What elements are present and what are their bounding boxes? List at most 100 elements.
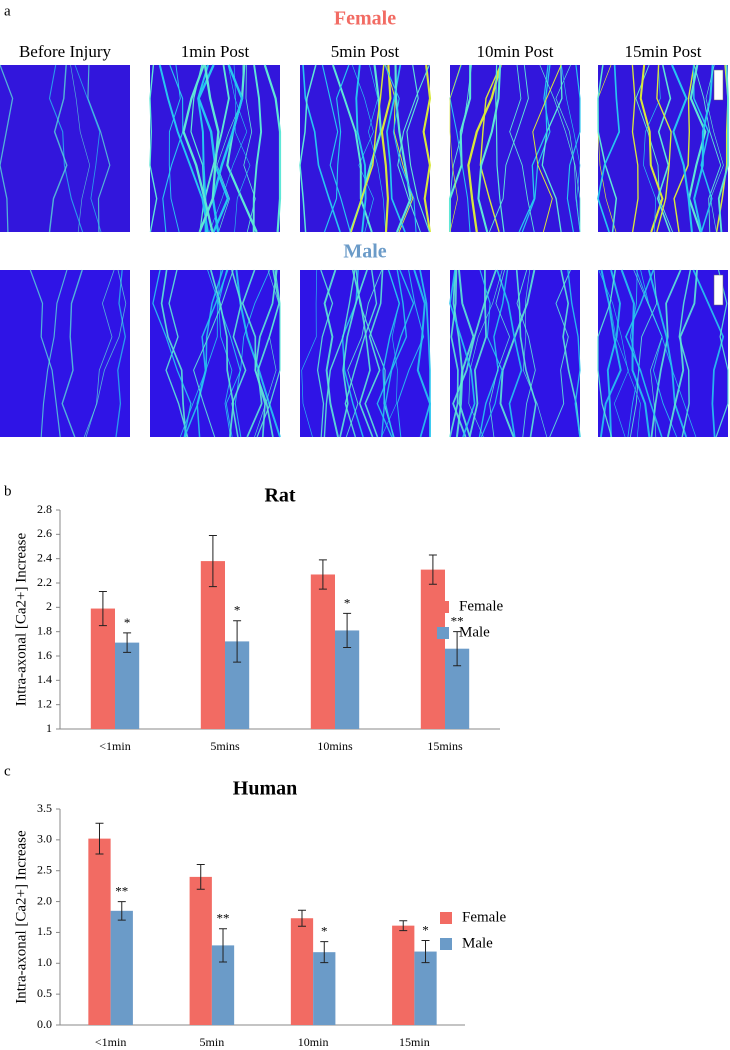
axon bbox=[479, 64, 502, 233]
axon bbox=[448, 64, 472, 232]
bar bbox=[110, 910, 133, 1025]
axon bbox=[489, 269, 511, 438]
axon bbox=[541, 64, 563, 233]
axon bbox=[246, 269, 280, 438]
axon bbox=[376, 269, 415, 438]
chart-title: Rat bbox=[264, 485, 295, 507]
y-tick-label: 3.5 bbox=[37, 801, 52, 815]
axon bbox=[316, 269, 334, 438]
axon bbox=[115, 269, 126, 438]
colorbar bbox=[713, 274, 724, 306]
axon bbox=[381, 269, 401, 438]
axon bbox=[254, 269, 280, 438]
axon bbox=[48, 64, 84, 233]
significance: * bbox=[124, 615, 131, 630]
error-bar bbox=[399, 920, 408, 932]
axon bbox=[225, 269, 271, 438]
axon bbox=[555, 64, 581, 233]
bar bbox=[420, 569, 445, 729]
axon bbox=[477, 64, 502, 233]
axon bbox=[350, 64, 385, 233]
y-tick-label: 1.4 bbox=[37, 672, 52, 686]
axon bbox=[629, 269, 658, 438]
axon bbox=[666, 269, 698, 438]
axon bbox=[597, 269, 617, 438]
micrograph bbox=[0, 65, 130, 232]
legend-swatch bbox=[440, 912, 452, 924]
error-bar bbox=[421, 939, 430, 964]
axon bbox=[87, 64, 111, 233]
y-tick-label: 1.5 bbox=[37, 924, 52, 938]
axon bbox=[656, 64, 672, 233]
axon bbox=[341, 269, 364, 438]
y-tick-label: 2.8 bbox=[37, 502, 52, 516]
axon bbox=[149, 64, 158, 233]
x-tick-label: 10min bbox=[298, 1035, 329, 1049]
axon bbox=[693, 64, 714, 233]
y-tick-label: 2.2 bbox=[37, 575, 52, 589]
axon bbox=[29, 269, 61, 438]
axon bbox=[673, 64, 695, 233]
error-bar bbox=[95, 822, 104, 855]
axon bbox=[625, 269, 663, 438]
x-tick-label: 10mins bbox=[317, 739, 353, 753]
axon bbox=[468, 269, 488, 438]
axon bbox=[509, 64, 535, 233]
axon bbox=[419, 269, 431, 438]
significance: * bbox=[422, 922, 429, 937]
y-tick-label: 2.6 bbox=[37, 526, 52, 540]
axon bbox=[633, 269, 663, 438]
axon bbox=[396, 269, 425, 438]
significance: ** bbox=[451, 614, 464, 629]
axon bbox=[241, 269, 266, 438]
error-bar bbox=[343, 612, 352, 648]
axon bbox=[299, 64, 317, 233]
axon bbox=[496, 269, 523, 438]
significance: * bbox=[234, 603, 241, 618]
x-tick-label: 5min bbox=[200, 1035, 225, 1049]
y-axis-label: Intra-axonal [Ca2+] Increase bbox=[13, 830, 29, 1004]
bar bbox=[392, 925, 415, 1025]
axon bbox=[499, 269, 536, 438]
significance: * bbox=[321, 924, 328, 939]
axon bbox=[597, 64, 617, 233]
axon bbox=[158, 64, 209, 233]
axon bbox=[160, 269, 187, 438]
x-tick-label: <1min bbox=[95, 1035, 126, 1049]
y-tick-label: 2.0 bbox=[37, 893, 52, 907]
axon bbox=[339, 269, 368, 438]
axon bbox=[549, 269, 571, 438]
x-tick-label: 15mins bbox=[427, 739, 463, 753]
axon bbox=[597, 64, 618, 233]
y-tick-label: 2 bbox=[46, 599, 52, 613]
error-bar bbox=[297, 909, 306, 927]
axon bbox=[688, 64, 707, 233]
axon bbox=[0, 64, 14, 233]
error-bar bbox=[196, 864, 205, 890]
axon bbox=[693, 64, 722, 233]
axon bbox=[302, 64, 341, 233]
bar bbox=[211, 945, 235, 1025]
legend-label: Female bbox=[459, 598, 503, 614]
bar bbox=[313, 952, 336, 1025]
axon bbox=[233, 64, 251, 233]
axon bbox=[211, 64, 244, 233]
axon bbox=[478, 269, 509, 438]
axon bbox=[561, 64, 581, 233]
bar bbox=[310, 574, 335, 729]
axon bbox=[567, 269, 581, 438]
axon bbox=[263, 64, 282, 233]
axon bbox=[74, 64, 102, 233]
axon bbox=[715, 269, 729, 438]
axon bbox=[643, 64, 661, 233]
y-tick-label: 1.0 bbox=[37, 955, 52, 969]
axon bbox=[40, 269, 68, 438]
axon bbox=[518, 64, 551, 233]
axon bbox=[599, 269, 622, 438]
error-bar bbox=[318, 559, 327, 590]
significance: * bbox=[344, 595, 351, 610]
axon bbox=[495, 64, 505, 233]
significance: ** bbox=[115, 884, 128, 899]
axon bbox=[368, 64, 387, 233]
